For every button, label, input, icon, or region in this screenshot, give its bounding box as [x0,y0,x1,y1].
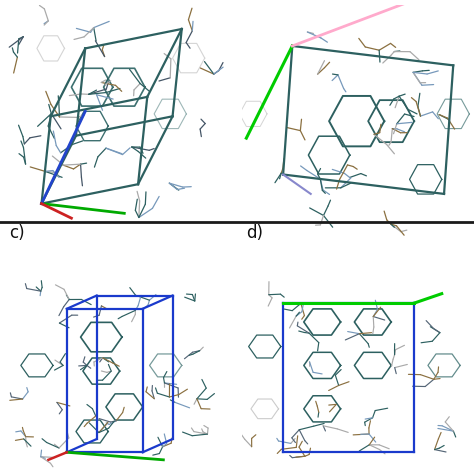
Text: d): d) [246,224,264,242]
Text: c): c) [9,224,25,242]
